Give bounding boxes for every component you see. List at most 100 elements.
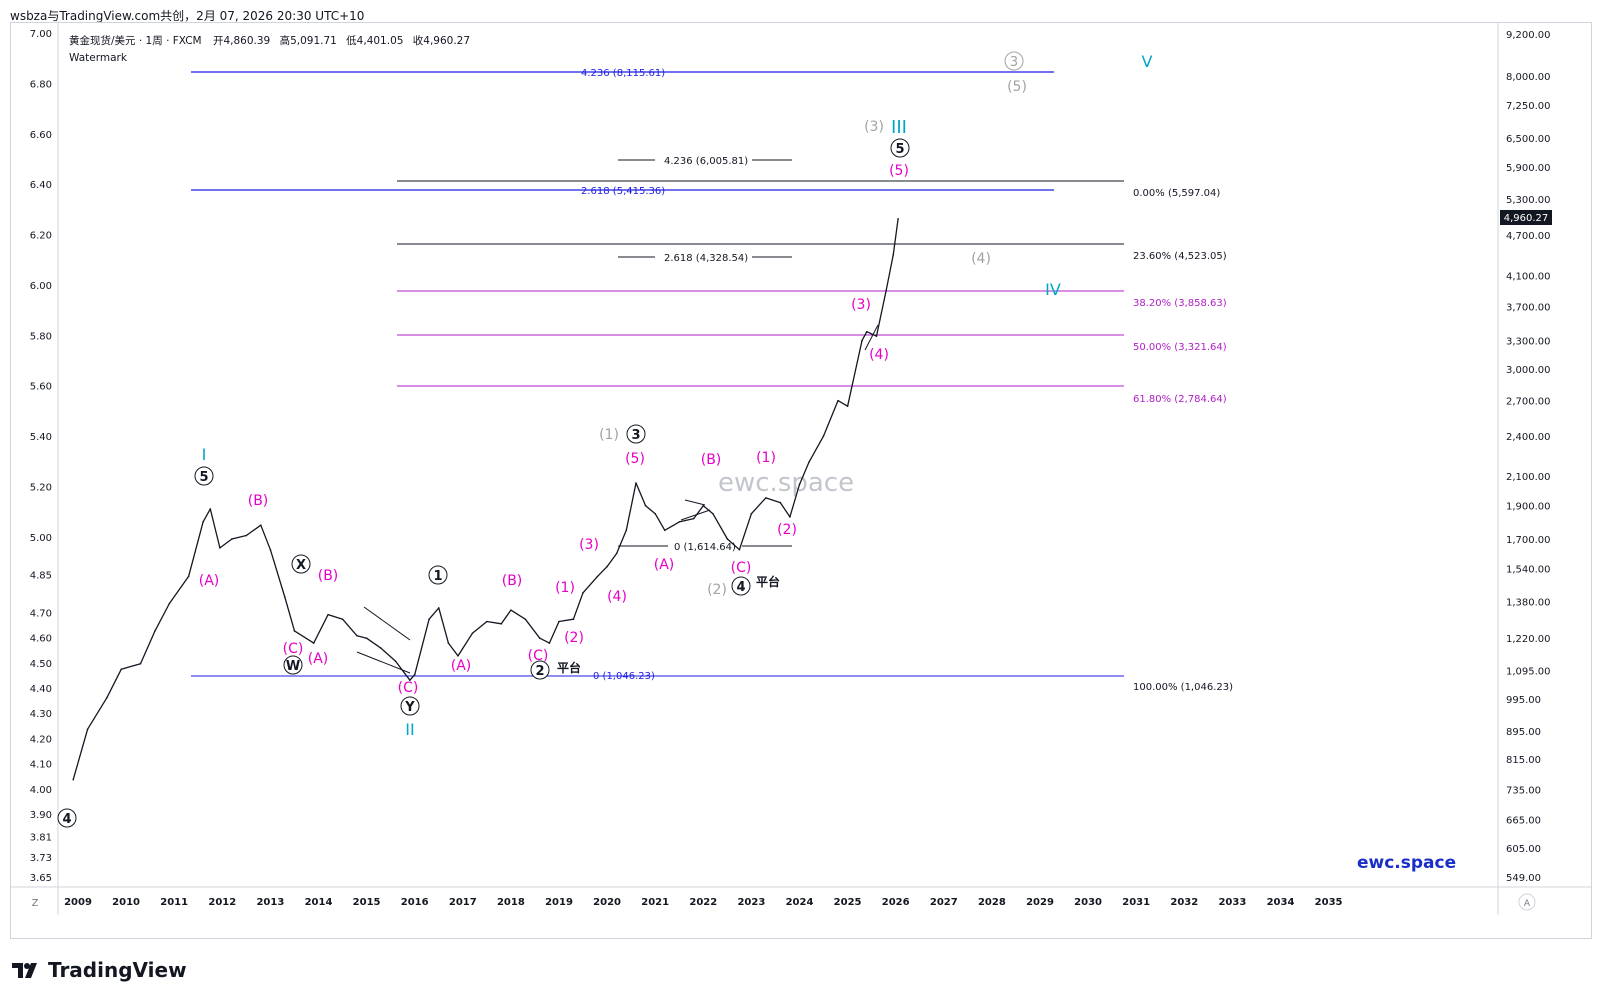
right-tick-label: 665.00 (1506, 816, 1541, 827)
x-tick-label: 2024 (786, 897, 814, 908)
svg-text:A: A (1524, 899, 1531, 909)
tradingview-logo[interactable]: TradingView (12, 958, 187, 982)
wave-label-I: I (202, 445, 207, 464)
price-point (654, 512, 656, 515)
circled-5-2026: 5 (890, 138, 910, 158)
right-tick-label: 7,250.00 (1506, 101, 1551, 112)
left-tick-label: 4.50 (30, 659, 52, 670)
x-tick-label: 2034 (1267, 897, 1295, 908)
price-point (72, 778, 74, 781)
price-point (380, 647, 382, 649)
right-tick-label: 3,000.00 (1506, 365, 1551, 376)
price-point (413, 673, 416, 676)
axis-button-left[interactable]: Z (32, 898, 39, 909)
wave-5-2026: (5) (889, 163, 909, 179)
price-point (269, 548, 272, 551)
svg-text:Z: Z (32, 898, 39, 909)
axis-button-right[interactable]: A (1518, 893, 1536, 911)
legend-low-label: 低 (346, 34, 357, 47)
time-axis: 2009 2010 2011 2012 2013 2014 2015 2016 2017 2018… (64, 897, 1342, 908)
left-tick-label: 4.70 (30, 608, 52, 619)
wave-A-2021: (A) (654, 557, 675, 573)
price-point (635, 482, 637, 484)
share-header: wsbza与TradingView.com共创，2月 07, 2026 20:3… (10, 9, 365, 23)
price-point (86, 728, 89, 730)
flat-label-2023: 平台 (756, 574, 780, 589)
wave-gray-2-2022: (2) (707, 582, 727, 598)
right-tick-label: 4,700.00 (1506, 231, 1551, 242)
wave-B-2014: (B) (318, 568, 339, 584)
wave-C-2013: (C) (283, 641, 304, 657)
price-point (789, 516, 791, 518)
left-tick-label: 7.00 (30, 29, 52, 40)
right-tick-label: 2,100.00 (1506, 472, 1551, 483)
price-point (245, 534, 248, 537)
price-point (106, 696, 108, 699)
price-point (738, 548, 741, 551)
price-point (765, 497, 767, 499)
right-tick-label: 1,700.00 (1506, 535, 1551, 546)
x-tick-label: 2011 (160, 897, 188, 908)
x-tick-label: 2023 (737, 897, 765, 908)
circled-3-2020: 3 (626, 424, 646, 444)
price-series-line (72, 218, 899, 780)
wave-4-2025: (4) (869, 347, 889, 363)
x-tick-label: 2030 (1074, 897, 1102, 908)
price-point (750, 512, 753, 515)
fib-label-382: 38.20% (3,858.63) (1133, 298, 1227, 309)
wave-gray-3-2025: (3) (864, 119, 884, 135)
x-tick-label: 2013 (256, 897, 284, 908)
price-point (312, 642, 315, 644)
right-tick-label: 5,300.00 (1506, 195, 1551, 206)
right-tick-label: 3,700.00 (1506, 302, 1551, 313)
price-point (437, 607, 440, 609)
right-tick-label: 8,000.00 (1506, 72, 1551, 83)
left-tick-label: 3.73 (30, 853, 52, 864)
price-point (846, 405, 849, 408)
legend-watermark: Watermark (69, 52, 128, 64)
left-tick-label: 4.40 (30, 684, 52, 695)
right-tick-label: 2,700.00 (1506, 397, 1551, 408)
svg-text:1: 1 (433, 569, 442, 584)
x-tick-label: 2009 (64, 897, 92, 908)
fib-label-4236-8115: 4.236 (8,115.61) (581, 68, 665, 79)
price-point (231, 538, 233, 540)
watermark-text: ewc.space (718, 468, 854, 498)
right-tick-label: 1,380.00 (1506, 597, 1551, 608)
svg-text:Y: Y (404, 700, 415, 715)
left-tick-label: 4.20 (30, 734, 52, 745)
svg-text:4: 4 (62, 812, 71, 827)
right-tick-label: 735.00 (1506, 786, 1541, 797)
wave-3-2020: (3) (579, 537, 599, 553)
fib-label-2618-5415: 2.618 (5,415.36) (581, 186, 665, 197)
x-tick-label: 2035 (1315, 897, 1343, 908)
price-point (293, 630, 296, 632)
price-point (457, 655, 459, 657)
price-point (615, 552, 618, 555)
wave-2-2023: (2) (777, 522, 797, 538)
legend-low: 4,401.05 (357, 35, 404, 47)
right-tick-label: 605.00 (1506, 844, 1541, 855)
wave-label-V: V (1142, 52, 1153, 71)
right-tick-label: 6,500.00 (1506, 134, 1551, 145)
price-point (664, 529, 666, 532)
wave-4-2020: (4) (607, 589, 627, 605)
price-point (524, 618, 527, 621)
wave-C-2019: (C) (528, 648, 549, 664)
circled-1-2016: 1 (428, 565, 448, 585)
left-tick-label: 3.90 (30, 810, 52, 821)
right-tick-label: 1,220.00 (1506, 634, 1551, 645)
wave-B-2012: (B) (248, 493, 269, 509)
left-tick-label: 5.80 (30, 331, 52, 342)
x-tick-label: 2029 (1026, 897, 1054, 908)
price-point (510, 609, 512, 611)
left-tick-label: 6.60 (30, 130, 52, 141)
price-point (712, 512, 714, 515)
left-axis: 7.00 6.80 6.60 6.40 6.20 6.00 5.80 5.60 5.40 5.20… (30, 29, 52, 884)
legend-high: 5,091.71 (290, 35, 337, 47)
wave-A-2017: (A) (451, 658, 472, 674)
price-point (885, 289, 887, 292)
price-point (284, 596, 286, 598)
last-price-badge: 4,960.27 (1500, 210, 1552, 225)
